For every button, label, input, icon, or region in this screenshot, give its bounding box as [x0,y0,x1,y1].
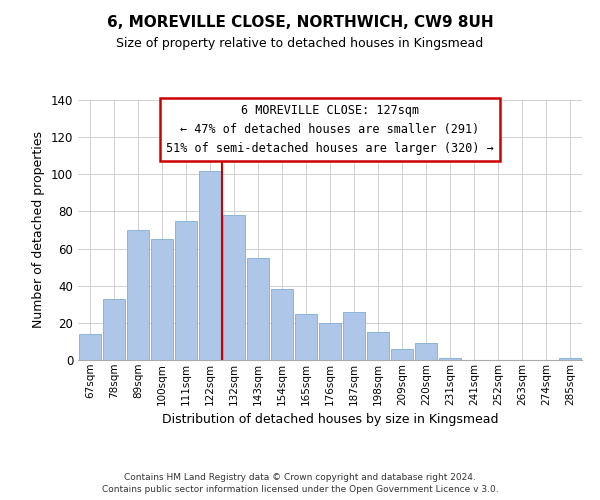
Text: Contains HM Land Registry data © Crown copyright and database right 2024.: Contains HM Land Registry data © Crown c… [124,472,476,482]
Bar [175,220,197,360]
Bar [391,349,413,360]
Bar [559,358,581,360]
Bar [271,290,293,360]
Bar [415,344,437,360]
Bar [223,215,245,360]
Bar [295,314,317,360]
Bar [367,332,389,360]
Bar [79,334,101,360]
Bar [343,312,365,360]
Text: 6, MOREVILLE CLOSE, NORTHWICH, CW9 8UH: 6, MOREVILLE CLOSE, NORTHWICH, CW9 8UH [107,15,493,30]
Y-axis label: Number of detached properties: Number of detached properties [32,132,45,328]
X-axis label: Distribution of detached houses by size in Kingsmead: Distribution of detached houses by size … [162,413,498,426]
Text: 6 MOREVILLE CLOSE: 127sqm
← 47% of detached houses are smaller (291)
51% of semi: 6 MOREVILLE CLOSE: 127sqm ← 47% of detac… [166,104,494,155]
Text: Contains public sector information licensed under the Open Government Licence v : Contains public sector information licen… [101,485,499,494]
Bar [439,358,461,360]
Bar [247,258,269,360]
Bar [127,230,149,360]
Bar [199,170,221,360]
Text: Size of property relative to detached houses in Kingsmead: Size of property relative to detached ho… [116,38,484,51]
Bar [319,323,341,360]
Bar [103,298,125,360]
Bar [151,240,173,360]
